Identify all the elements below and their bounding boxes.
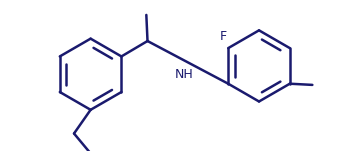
- Text: NH: NH: [175, 68, 194, 81]
- Text: F: F: [220, 30, 227, 43]
